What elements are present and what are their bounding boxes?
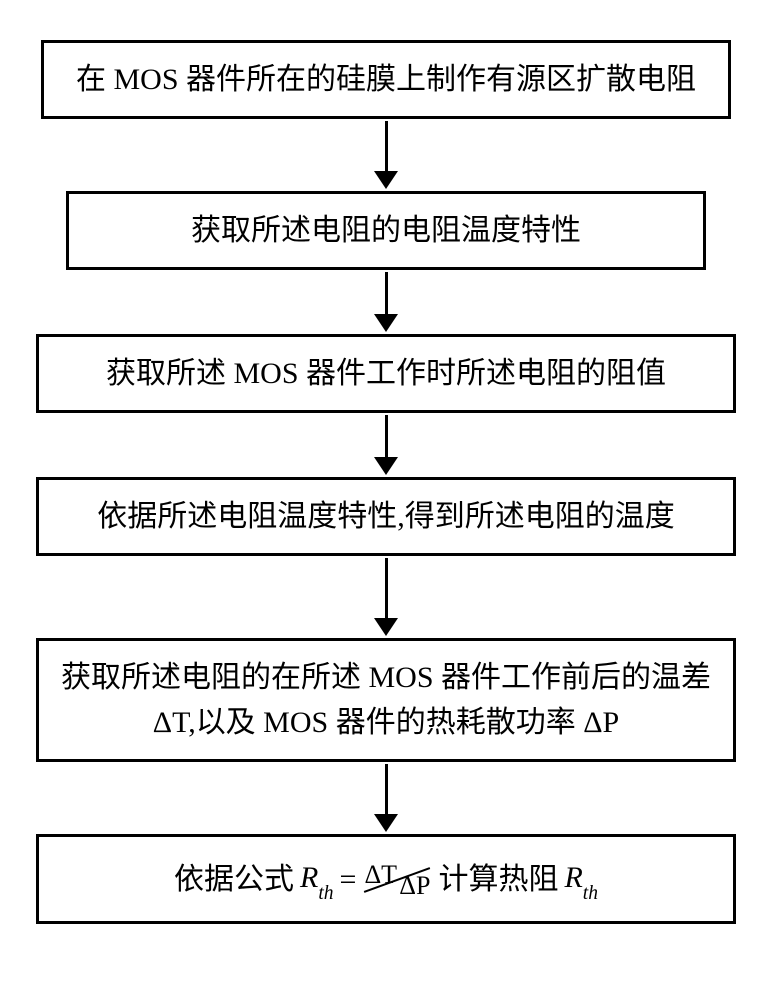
step-text: 依据所述电阻温度特性,得到所述电阻的温度 bbox=[97, 500, 675, 533]
step-box-final: 依据公式 Rth = ΔT ΔP 计算热阻 Rth bbox=[36, 834, 736, 924]
th-sub: th bbox=[318, 883, 333, 904]
step-text: 获取所述电阻的电阻温度特性 bbox=[191, 214, 581, 247]
step-box-2: 获取所述电阻的电阻温度特性 bbox=[66, 191, 706, 270]
arrow-line bbox=[385, 415, 388, 457]
arrow-head bbox=[374, 814, 398, 832]
fraction: ΔT ΔP bbox=[362, 857, 432, 901]
th2-sub: th bbox=[583, 883, 598, 904]
arrow-4 bbox=[374, 558, 398, 636]
formula-R2: Rth bbox=[564, 855, 598, 903]
R2-sym: R bbox=[564, 861, 582, 894]
arrow-3 bbox=[374, 415, 398, 475]
step-box-4: 依据所述电阻温度特性,得到所述电阻的温度 bbox=[36, 477, 736, 556]
step-box-5: 获取所述电阻的在所述 MOS 器件工作前后的温差 ΔT,以及 MOS 器件的热耗… bbox=[36, 638, 736, 762]
arrow-2 bbox=[374, 272, 398, 332]
arrow-1 bbox=[374, 121, 398, 189]
formula-eq: = bbox=[340, 857, 357, 902]
arrow-line bbox=[385, 558, 388, 618]
step-text: 获取所述电阻的在所述 MOS 器件工作前后的温差 ΔT,以及 MOS 器件的热耗… bbox=[61, 661, 711, 739]
arrow-head bbox=[374, 171, 398, 189]
arrow-line bbox=[385, 121, 388, 171]
arrow-head bbox=[374, 618, 398, 636]
formula-suffix: 计算热阻 bbox=[438, 857, 558, 902]
arrow-head bbox=[374, 314, 398, 332]
arrow-head bbox=[374, 457, 398, 475]
arrow-line bbox=[385, 272, 388, 314]
arrow-line bbox=[385, 764, 388, 814]
step-text: 获取所述 MOS 器件工作时所述电阻的阻值 bbox=[106, 357, 666, 390]
step-text: 在 MOS 器件所在的硅膜上制作有源区扩散电阻 bbox=[76, 63, 696, 96]
arrow-5 bbox=[374, 764, 398, 832]
formula: 依据公式 Rth = ΔT ΔP 计算热阻 Rth bbox=[174, 855, 598, 903]
step-box-3: 获取所述 MOS 器件工作时所述电阻的阻值 bbox=[36, 334, 736, 413]
step-box-1: 在 MOS 器件所在的硅膜上制作有源区扩散电阻 bbox=[41, 40, 731, 119]
formula-R: Rth bbox=[300, 855, 334, 903]
formula-prefix: 依据公式 bbox=[174, 857, 294, 902]
R-sym: R bbox=[300, 861, 318, 894]
fraction-den: ΔP bbox=[399, 866, 430, 905]
flowchart: 在 MOS 器件所在的硅膜上制作有源区扩散电阻 获取所述电阻的电阻温度特性 获取… bbox=[30, 40, 742, 924]
